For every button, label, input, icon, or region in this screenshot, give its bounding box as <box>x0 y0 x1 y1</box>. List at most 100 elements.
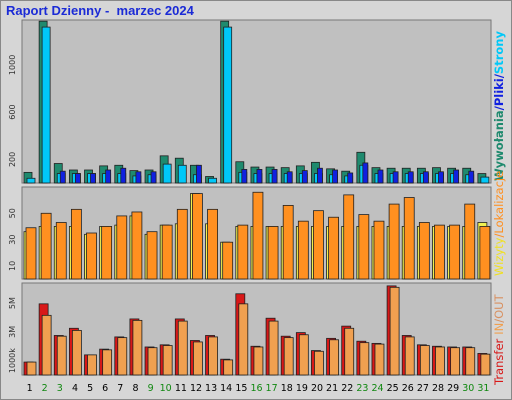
x-tick-label: 27 <box>417 383 429 394</box>
x-tick-label: 11 <box>175 383 187 394</box>
bar-in <box>480 353 491 376</box>
chart-bars <box>23 20 491 376</box>
plot-area-1 <box>21 19 492 184</box>
bar-lokalizacje <box>358 214 370 280</box>
x-tick-label: 2 <box>42 383 48 394</box>
bar-strony <box>317 167 323 184</box>
x-tick-label: 3 <box>57 383 63 394</box>
bar-in <box>329 339 339 376</box>
bar-lokalizacje <box>25 227 37 280</box>
bar-lokalizacje <box>101 226 113 280</box>
bar-lokalizacje <box>86 232 97 280</box>
y-tick-label: 1000k <box>8 348 17 373</box>
bar-pliki <box>223 26 233 184</box>
bar-pliki <box>177 164 187 184</box>
bar-strony <box>241 169 248 184</box>
bar-strony <box>256 169 263 184</box>
bar-in <box>56 335 67 376</box>
x-tick-labels: 1 2 3 4 5 6 7 8 9 10 11 12 13 14 15 16 17 18 19 20 21 22 23 24 2… <box>27 383 490 394</box>
x-tick-label: 19 <box>296 383 308 394</box>
legend-lokalizacje: Lokalizacje <box>492 171 506 234</box>
bar-lokalizacje <box>237 224 249 280</box>
x-tick-label: 21 <box>326 383 338 394</box>
x-tick-label: 4 <box>72 383 78 394</box>
bar-in <box>238 303 249 376</box>
x-tick-label: 31 <box>477 383 489 394</box>
bar-in <box>268 320 279 376</box>
bar-strony <box>392 171 399 184</box>
bar-strony <box>150 171 157 184</box>
bar-strony <box>453 169 460 184</box>
bar-lokalizacje <box>146 231 158 280</box>
x-tick-label: 26 <box>402 383 414 394</box>
bar-strony <box>438 171 444 184</box>
x-tick-label: 13 <box>205 383 217 394</box>
bar-in <box>465 347 476 376</box>
bar-strony <box>468 170 475 184</box>
y-tick-label: 30 <box>8 235 17 245</box>
bar-in <box>193 341 203 376</box>
bar-strony <box>407 171 414 184</box>
x-tick-label: 18 <box>281 383 293 394</box>
bar-lokalizacje <box>40 212 52 280</box>
bar-in <box>359 342 370 376</box>
bar-lokalizacje <box>313 210 324 280</box>
bar-in <box>419 345 430 376</box>
legend-out: OUT <box>492 293 506 318</box>
bar-lokalizacje <box>116 215 128 280</box>
bar-lokalizacje <box>434 224 445 280</box>
legend-sep-1: / <box>492 105 506 110</box>
bar-in <box>283 337 294 376</box>
x-tick-label: 14 <box>220 383 232 394</box>
bar-in <box>71 330 82 376</box>
bar-in <box>374 343 385 376</box>
bar-lokalizacje <box>222 241 234 280</box>
bar-strony <box>59 170 66 184</box>
bar-in <box>253 346 264 376</box>
bar-strony <box>422 171 429 184</box>
bar-lokalizacje <box>252 191 264 280</box>
bar-strony <box>301 170 308 184</box>
bar-lokalizacje <box>297 220 309 280</box>
bar-in <box>223 359 234 376</box>
bar-lokalizacje <box>373 220 385 280</box>
bar-strony <box>90 173 96 184</box>
bar-lokalizacje <box>388 203 400 280</box>
legend-pliki: Pliki <box>492 78 506 106</box>
bar-strony <box>332 169 338 184</box>
legend-top: Wywołania/Pliki/Strony <box>492 31 506 181</box>
x-tick-label: 28 <box>432 383 444 394</box>
x-tick-label: 23 <box>356 383 368 394</box>
bar-lokalizacje <box>464 203 476 280</box>
x-tick-label: 10 <box>160 383 172 394</box>
bar-in <box>208 336 218 376</box>
x-tick-label: 29 <box>447 383 459 394</box>
bar-in <box>344 327 355 376</box>
legend-strony: Strony <box>492 31 506 75</box>
x-tick-label: 25 <box>387 383 399 394</box>
page-title: Raport Dzienny - marzec 2024 <box>6 3 194 18</box>
bar-in <box>117 337 128 376</box>
bar-in <box>87 354 97 376</box>
x-tick-label: 5 <box>87 383 93 394</box>
x-tick-label: 15 <box>235 383 247 394</box>
legend-sep-4: / <box>492 319 506 323</box>
y-tick-label: 200 <box>8 152 17 167</box>
bar-strony <box>105 169 112 184</box>
bar-lokalizacje <box>70 208 82 280</box>
bar-in <box>298 334 309 376</box>
x-tick-label: 9 <box>148 383 154 394</box>
legend-sep-3: / <box>492 234 506 238</box>
x-tick-label: 1 <box>27 383 33 394</box>
bar-lokalizacje <box>418 222 430 280</box>
bar-lokalizacje <box>55 222 67 280</box>
bar-lokalizacje <box>449 224 461 280</box>
bar-lokalizacje <box>403 197 415 280</box>
x-tick-label: 6 <box>102 383 108 394</box>
bar-in <box>435 346 445 376</box>
bar-lokalizacje <box>161 224 173 280</box>
bar-strony <box>196 164 202 184</box>
bar-lokalizacje <box>479 226 491 280</box>
y-tick-label: 600 <box>8 104 17 119</box>
